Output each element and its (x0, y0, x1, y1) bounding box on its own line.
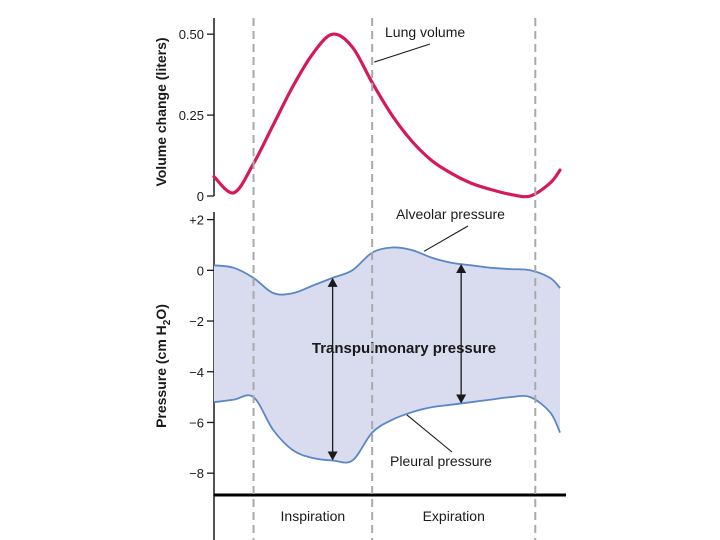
alveolar-pressure-label: Alveolar pressure (396, 206, 505, 222)
transpulmonary-pressure-label: Transpulmonary pressure (312, 340, 496, 357)
volume-tick-label: 0.25 (179, 108, 204, 123)
alveolar-pressure-leader (423, 225, 469, 252)
pleural-pressure-leader (406, 414, 453, 453)
phase-labels: Inspiration Expiration (281, 508, 485, 524)
volume-lines (212, 32, 562, 199)
pressure-tick-label: −2 (189, 314, 204, 329)
pressure-tick-label: +2 (189, 213, 204, 228)
volume-ylabel: Volume change (liters) (153, 37, 169, 186)
transpulmonary-arrow-head-down (327, 451, 338, 461)
pressure-ylabel-sub: 2 (162, 319, 173, 325)
pressure-ylabel-main: Pressure (cm H (153, 325, 169, 428)
phase-boundary-lines (252, 18, 537, 540)
pleural-pressure-line (213, 394, 561, 464)
pressure-lines (213, 246, 561, 464)
volume-y-ticks: 0 0.25 0.50 (179, 18, 215, 204)
lung-volume-label: Lung volume (385, 24, 465, 40)
pressure-tick-label: −4 (189, 365, 204, 380)
transpulmonary-arrow-head-down (456, 394, 467, 404)
pressure-tick-label: −6 (189, 415, 204, 430)
lung-volume-line (212, 32, 562, 199)
pressure-tick-label: 0 (197, 263, 204, 278)
pressure-panel: Pressure (cm H2O) +2 0 −2 −4 −6 −8 Alveolar p… (153, 206, 561, 496)
pressure-ylabel: Pressure (cm H2O) (153, 304, 173, 428)
alveolar-pressure-line (213, 246, 561, 296)
pressure-ylabel-tail: O) (153, 304, 169, 320)
transpulmonary-fill (214, 247, 560, 463)
volume-panel: Volume change (liters) 0 0.25 0.50 Lung vo… (153, 18, 562, 204)
transpulmonary-arrow-head-up (327, 277, 338, 287)
transpulmonary-arrow-head-up (456, 263, 467, 273)
phase-bar: Inspiration Expiration (213, 493, 566, 540)
phase-label: Inspiration (281, 508, 346, 524)
volume-tick-label: 0.50 (179, 27, 204, 42)
phase-label: Expiration (423, 508, 485, 524)
pressure-tick-label: −8 (189, 466, 204, 481)
lung-volume-leader (374, 43, 431, 63)
volume-tick-label: 0 (197, 189, 204, 204)
pleural-pressure-label: Pleural pressure (390, 453, 492, 469)
pressure-y-ticks: +2 0 −2 −4 −6 −8 (189, 212, 215, 496)
